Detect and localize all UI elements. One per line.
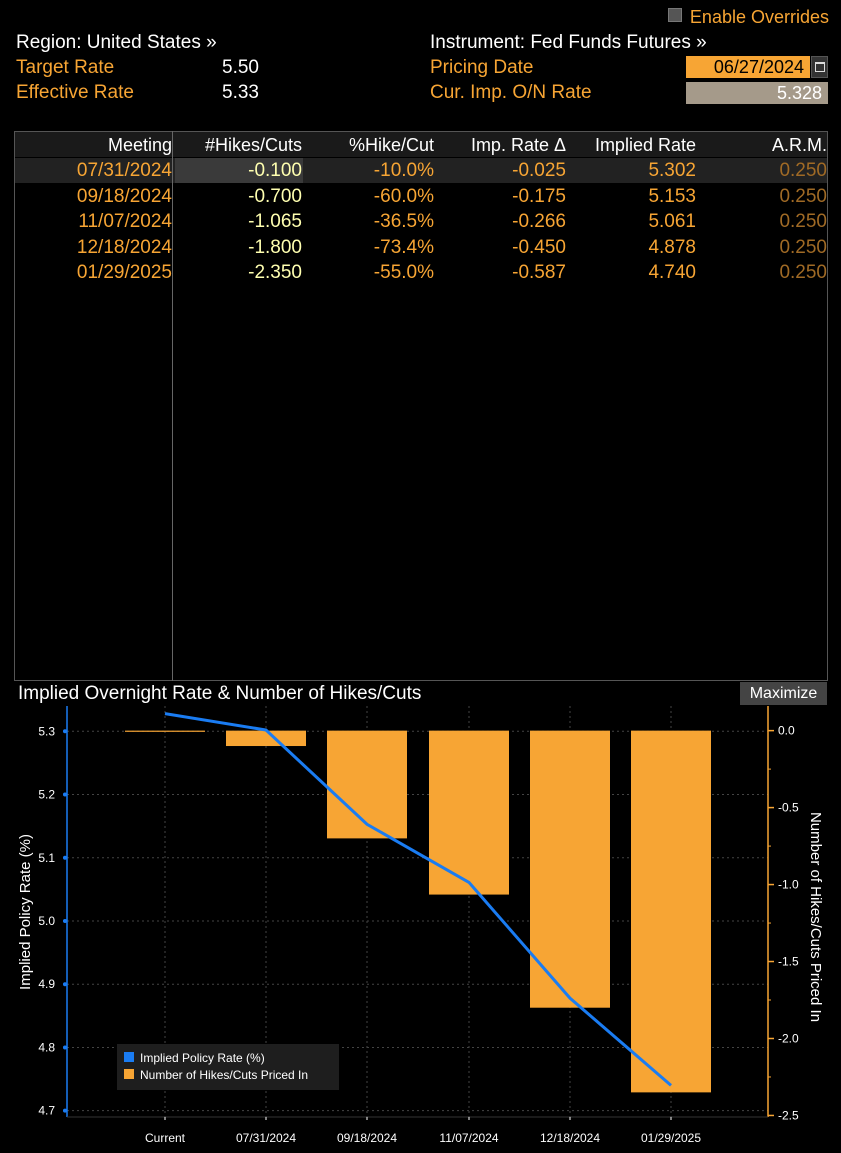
bar-Current xyxy=(125,730,205,732)
x-tick-label: 11/07/2024 xyxy=(439,1131,498,1145)
left-tick-label: 5.2 xyxy=(38,788,55,802)
left-tick-label: 5.0 xyxy=(38,914,55,928)
implied-rate-line xyxy=(164,712,672,1087)
x-tick-label: 09/18/2024 xyxy=(337,1131,397,1145)
legend-swatch-rate xyxy=(124,1052,134,1062)
left-tick-dot xyxy=(63,982,67,987)
bar-12/18/2024 xyxy=(530,730,610,1008)
enable-overrides-toggle[interactable]: Enable Overrides xyxy=(667,7,829,28)
cell-hikes-cuts: -1.800 xyxy=(248,236,302,258)
enable-overrides-label: Enable Overrides xyxy=(689,7,829,27)
cell-arm: 0.250 xyxy=(779,185,827,207)
column-header-imp-rate-delta[interactable]: Imp. Rate Δ xyxy=(470,135,566,155)
cell-arm: 0.250 xyxy=(779,236,827,258)
left-tick-label: 4.7 xyxy=(38,1104,55,1118)
meeting-table xyxy=(14,131,828,681)
cell-pct-hike-cut: -73.4% xyxy=(373,236,434,258)
column-header-pct-hike-cut[interactable]: %Hike/Cut xyxy=(348,135,434,155)
cell-implied-rate: 4.878 xyxy=(648,236,696,258)
legend-label-rate: Implied Policy Rate (%) xyxy=(140,1051,265,1065)
checkbox-icon[interactable] xyxy=(667,8,682,22)
legend-label-hikes: Number of Hikes/Cuts Priced In xyxy=(140,1068,308,1082)
left-tick-label: 4.8 xyxy=(38,1040,55,1054)
right-tick-label: 0.0 xyxy=(778,724,795,738)
left-tick-label: 5.3 xyxy=(38,724,55,738)
x-tick-label: 07/31/2024 xyxy=(236,1131,296,1145)
cell-implied-rate: 5.153 xyxy=(648,185,696,207)
right-tick-label: -1.5 xyxy=(778,955,799,969)
region-selector[interactable]: Region: United States » xyxy=(16,32,217,53)
cell-imp-rate-delta: -0.587 xyxy=(512,262,566,283)
table-header-bg xyxy=(15,132,827,157)
cell-meeting-date: 07/31/2024 xyxy=(76,160,172,181)
bar-09/18/2024 xyxy=(327,730,407,839)
right-tick-label: -2.0 xyxy=(778,1031,799,1045)
right-tick-label: -1.0 xyxy=(778,878,799,892)
bar-07/31/2024 xyxy=(226,730,306,747)
cell-implied-rate: 5.061 xyxy=(648,211,696,232)
cell-implied-rate: 4.740 xyxy=(648,262,696,283)
column-header-hikes-cuts[interactable]: #Hikes/Cuts xyxy=(204,135,302,155)
x-tick-label: Current xyxy=(145,1131,186,1145)
right-tick-label: -2.5 xyxy=(778,1108,799,1122)
selected-cell-bg xyxy=(175,158,303,183)
cell-hikes-cuts: -1.065 xyxy=(248,211,302,232)
effective-rate-label: Effective Rate xyxy=(16,82,134,103)
cell-meeting-date: 01/29/2025 xyxy=(76,262,172,283)
left-tick-dot xyxy=(63,1045,67,1050)
column-header-implied-rate[interactable]: Implied Rate xyxy=(594,135,696,155)
cell-meeting-date: 11/07/2024 xyxy=(78,211,172,232)
right-tick-label: -0.5 xyxy=(778,801,799,815)
cell-meeting-date: 12/18/2024 xyxy=(76,236,172,258)
cell-pct-hike-cut: -36.5% xyxy=(373,211,434,232)
imp-rate-label: Cur. Imp. O/N Rate xyxy=(430,82,592,103)
calendar-icon[interactable] xyxy=(811,56,828,78)
cell-hikes-cuts: -0.100 xyxy=(248,160,302,181)
x-tick-label: 01/29/2025 xyxy=(641,1131,701,1145)
pricing-date-label: Pricing Date xyxy=(430,57,534,78)
column-header-arm[interactable]: A.R.M. xyxy=(771,135,827,155)
cell-pct-hike-cut: -60.0% xyxy=(373,185,434,207)
cell-imp-rate-delta: -0.025 xyxy=(512,160,566,181)
target-rate-label: Target Rate xyxy=(16,57,115,78)
cell-arm: 0.250 xyxy=(779,160,827,181)
cell-hikes-cuts: -2.350 xyxy=(248,262,302,283)
x-tick-label: 12/18/2024 xyxy=(540,1131,600,1145)
left-tick-dot xyxy=(63,855,67,860)
cell-implied-rate: 5.302 xyxy=(648,160,696,181)
cell-imp-rate-delta: -0.450 xyxy=(512,236,566,258)
cell-imp-rate-delta: -0.266 xyxy=(512,211,566,232)
right-axis-title: Number of Hikes/Cuts Priced In xyxy=(807,812,824,1022)
pricing-date-input[interactable]: 06/27/2024 xyxy=(686,56,810,78)
column-header-meeting[interactable]: Meeting xyxy=(107,135,172,155)
cell-imp-rate-delta: -0.175 xyxy=(512,185,566,207)
chart-title: Implied Overnight Rate & Number of Hikes… xyxy=(18,683,422,704)
instrument-selector[interactable]: Instrument: Fed Funds Futures » xyxy=(430,32,707,53)
maximize-button[interactable]: Maximize xyxy=(740,682,827,705)
cell-hikes-cuts: -0.700 xyxy=(248,185,302,207)
cell-pct-hike-cut: -55.0% xyxy=(373,262,434,283)
cell-meeting-date: 09/18/2024 xyxy=(76,185,172,207)
legend-box xyxy=(117,1044,339,1090)
selected-row-bg xyxy=(15,158,827,183)
table-divider xyxy=(172,131,173,681)
target-rate-value: 5.50 xyxy=(222,57,259,78)
bar-11/07/2024 xyxy=(429,730,509,895)
implied-rate-chart: 5.3 5.2 5.1 5.0 4.9 4.8 4.7 0.0 -0.5 -1.0 -1.5 -2.0… xyxy=(17,706,824,1145)
cell-pct-hike-cut: -10.0% xyxy=(373,160,434,181)
legend-swatch-hikes xyxy=(124,1069,134,1079)
left-tick-label: 5.1 xyxy=(38,851,55,865)
cell-arm: 0.250 xyxy=(779,262,827,283)
left-tick-dot xyxy=(63,1108,67,1113)
left-tick-label: 4.9 xyxy=(38,977,55,991)
cell-arm: 0.250 xyxy=(779,211,827,232)
left-tick-dot xyxy=(63,729,67,734)
bar-01/29/2025 xyxy=(631,730,711,1093)
effective-rate-value: 5.33 xyxy=(222,82,259,103)
left-axis-title: Implied Policy Rate (%) xyxy=(17,834,34,990)
left-tick-dot xyxy=(63,792,67,797)
imp-rate-input[interactable]: 5.328 xyxy=(686,82,828,104)
left-tick-dot xyxy=(63,918,67,923)
